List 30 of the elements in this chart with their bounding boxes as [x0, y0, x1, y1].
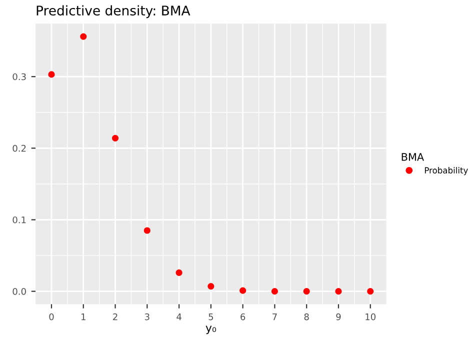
chart-title: Predictive density: BMA — [36, 5, 190, 18]
x-tick-label: 5 — [208, 314, 214, 320]
legend-label: Probability — [424, 167, 468, 176]
x-tick-label: 7 — [272, 314, 277, 320]
point — [335, 288, 342, 295]
y-tick-label: 0.1 — [12, 216, 26, 224]
point — [176, 269, 182, 276]
y-tick-label: 0.3 — [12, 73, 26, 80]
legend-title: BMA — [402, 153, 424, 161]
x-tick-label: 3 — [144, 313, 150, 320]
y-tick-label: 0.2 — [12, 144, 26, 152]
point — [80, 33, 87, 40]
point — [144, 227, 150, 234]
point — [303, 288, 310, 295]
x-tick-label: 2 — [113, 313, 118, 320]
point — [48, 71, 55, 78]
x-tick-label: 6 — [240, 313, 246, 320]
point — [240, 287, 246, 294]
y-tick-label: 0.0 — [12, 288, 26, 295]
x-tick-label: 10 — [366, 313, 376, 320]
point — [112, 134, 119, 142]
x-tick-label: 0 — [49, 313, 54, 320]
point — [271, 288, 278, 295]
x-tick-label: 8 — [304, 313, 309, 320]
x-tick-label: 4 — [176, 314, 182, 320]
point — [367, 288, 374, 295]
x-tick-label: 9 — [336, 313, 341, 320]
x-axis-title: y₀ — [206, 326, 216, 334]
point — [208, 283, 214, 290]
x-tick-label: 1 — [82, 314, 86, 320]
